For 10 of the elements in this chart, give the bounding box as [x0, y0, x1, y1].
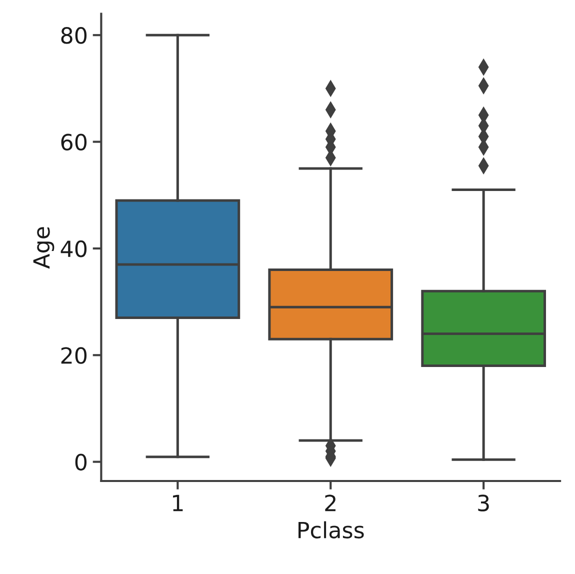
y-tick-label: 0 — [75, 454, 87, 471]
x-tick-label: 1 — [173, 494, 183, 512]
x-tick-label: 2 — [325, 494, 336, 512]
x-tick-label: 3 — [478, 494, 489, 512]
x-axis-title: Pclass — [298, 521, 364, 538]
y-tick-label: 20 — [61, 347, 87, 364]
y-tick-label: 80 — [61, 27, 87, 44]
y-axis-title: Age — [33, 227, 54, 269]
y-tick-label: 60 — [61, 134, 87, 151]
y-tick-label: 40 — [60, 240, 87, 258]
